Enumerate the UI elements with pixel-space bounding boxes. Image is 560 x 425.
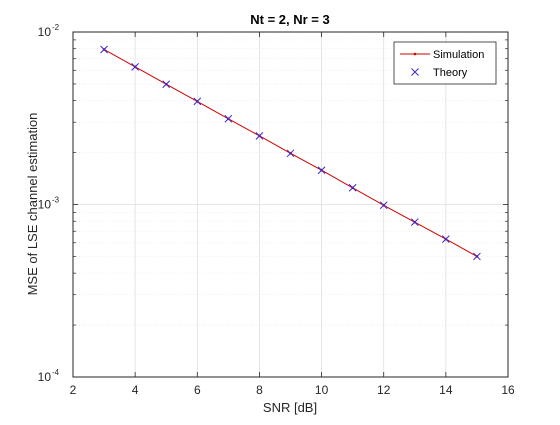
- legend-theory-label: Theory: [433, 67, 468, 79]
- x-tick-label: 2: [70, 383, 77, 397]
- chart-title: Nt = 2, Nr = 3: [250, 12, 329, 27]
- legend: Simulation Theory: [394, 42, 496, 84]
- x-tick-label: 4: [132, 383, 139, 397]
- y-tick-exponent: -3: [52, 196, 60, 205]
- x-tick-label: 8: [256, 383, 263, 397]
- y-tick-label: 10: [38, 25, 52, 39]
- x-tick-label: 16: [501, 383, 515, 397]
- x-tick-label: 14: [439, 383, 453, 397]
- x-tick-label: 12: [377, 383, 391, 397]
- y-tick-exponent: -2: [52, 23, 60, 32]
- x-tick-label: 6: [194, 383, 201, 397]
- y-tick-labels: 10-410-310-2: [38, 23, 60, 384]
- x-tick-label: 10: [315, 383, 329, 397]
- y-tick-exponent: -4: [52, 368, 60, 377]
- y-tick-label: 10: [38, 370, 52, 384]
- x-tick-labels: 2 4 6 8 10 12 14 16: [70, 383, 515, 397]
- legend-simulation-marker: [414, 53, 417, 56]
- x-axis-label: SNR [dB]: [263, 400, 317, 415]
- y-axis-label: MSE of LSE channel estimation: [25, 113, 40, 296]
- legend-simulation-label: Simulation: [433, 49, 484, 61]
